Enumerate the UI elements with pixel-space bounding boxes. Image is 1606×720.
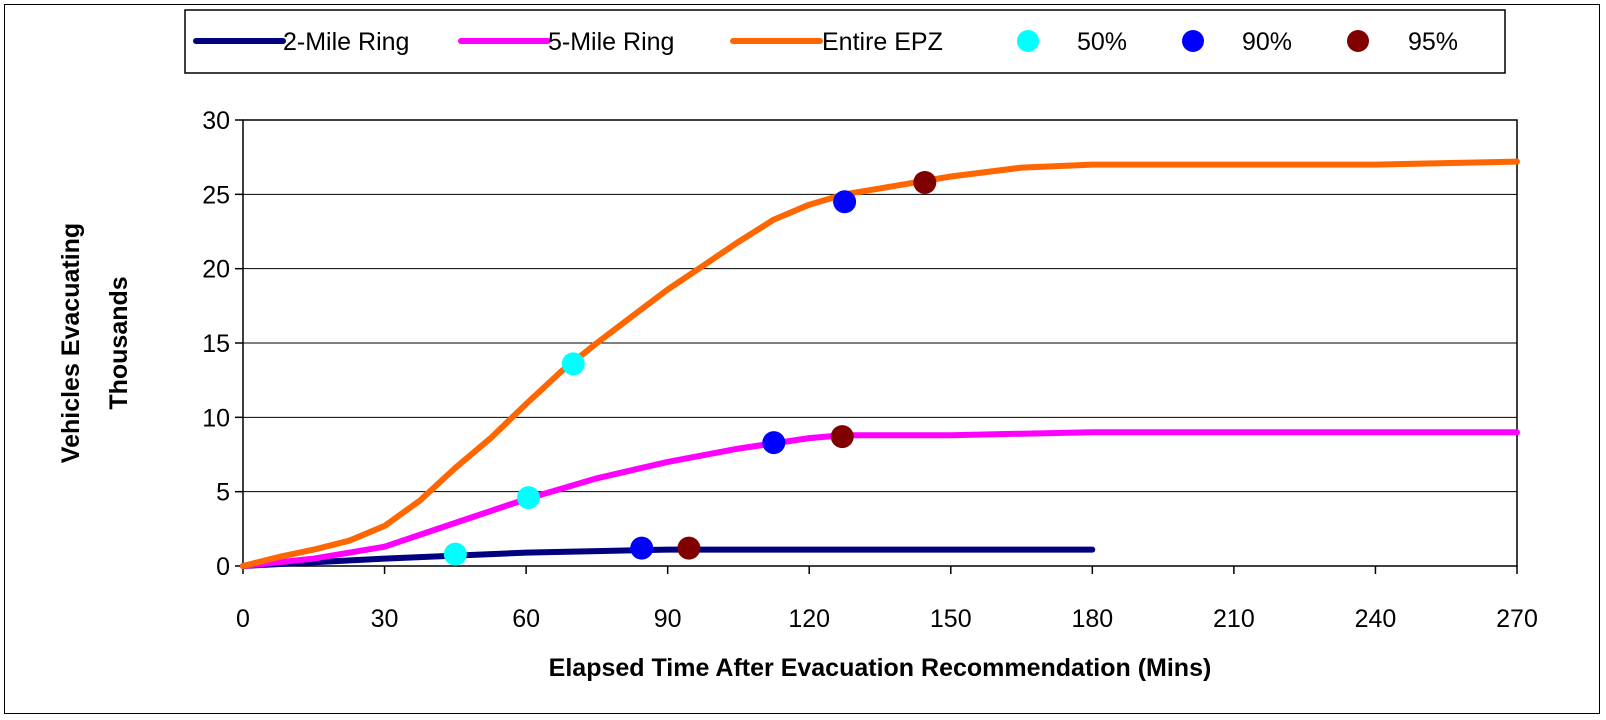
series-line-entire-epz bbox=[240, 158, 1520, 569]
series-line-2-mile-ring bbox=[240, 546, 1096, 569]
x-tick-label: 150 bbox=[930, 605, 972, 633]
grid-lines bbox=[243, 193, 1517, 493]
legend-label: 90% bbox=[1242, 28, 1292, 56]
y-axis-ticks: 0 5 10 15 20 25 30 bbox=[202, 107, 243, 581]
x-axis-ticks: 0 30 60 90 120 150 180 210 240 270 bbox=[236, 566, 1538, 633]
x-tick-label: 0 bbox=[236, 605, 250, 633]
y-axis-title-line1: Vehicles Evacuating bbox=[57, 223, 85, 463]
legend-label: 95% bbox=[1408, 28, 1458, 56]
series-line-5-mile-ring bbox=[240, 429, 1520, 569]
legend-label: 2-Mile Ring bbox=[283, 28, 409, 56]
x-tick-label: 60 bbox=[512, 605, 540, 633]
marker-90pct bbox=[833, 190, 857, 214]
legend-label: Entire EPZ bbox=[822, 28, 943, 56]
y-tick-label: 0 bbox=[216, 553, 230, 581]
marker-95pct bbox=[913, 170, 937, 194]
y-tick-label: 5 bbox=[216, 479, 230, 507]
y-tick-label: 15 bbox=[202, 330, 230, 358]
x-tick-label: 240 bbox=[1355, 605, 1397, 633]
legend-label: 50% bbox=[1077, 28, 1127, 56]
x-tick-label: 90 bbox=[654, 605, 682, 633]
marker-50pct bbox=[561, 352, 585, 376]
x-axis-title: Elapsed Time After Evacuation Recommenda… bbox=[549, 654, 1212, 682]
series-lines bbox=[240, 158, 1520, 569]
legend-label: 5-Mile Ring bbox=[548, 28, 674, 56]
x-tick-label: 180 bbox=[1071, 605, 1113, 633]
y-tick-label: 30 bbox=[202, 107, 230, 135]
marker-95pct bbox=[677, 536, 701, 560]
y-tick-label: 25 bbox=[202, 181, 230, 209]
x-tick-label: 120 bbox=[788, 605, 830, 633]
legend-swatch-50pct bbox=[1017, 30, 1039, 52]
chart-frame bbox=[4, 4, 1600, 714]
legend-swatch-90pct bbox=[1182, 30, 1204, 52]
legend-swatch-95pct bbox=[1347, 30, 1369, 52]
marker-50pct bbox=[516, 486, 540, 510]
marker-95pct bbox=[830, 425, 854, 449]
marker-50pct bbox=[443, 542, 467, 566]
legend-box bbox=[184, 9, 1506, 74]
x-tick-label: 210 bbox=[1213, 605, 1255, 633]
marker-90pct bbox=[762, 431, 786, 455]
y-tick-label: 10 bbox=[202, 404, 230, 432]
y-tick-label: 20 bbox=[202, 256, 230, 284]
legend: 2-Mile Ring 5-Mile Ring Entire EPZ 50% 90% 95… bbox=[184, 9, 1506, 74]
milestone-markers bbox=[443, 170, 937, 566]
marker-90pct bbox=[630, 536, 654, 560]
x-tick-label: 270 bbox=[1496, 605, 1538, 633]
y-axis-title-line2: Thousands bbox=[105, 276, 133, 409]
x-tick-label: 30 bbox=[371, 605, 399, 633]
